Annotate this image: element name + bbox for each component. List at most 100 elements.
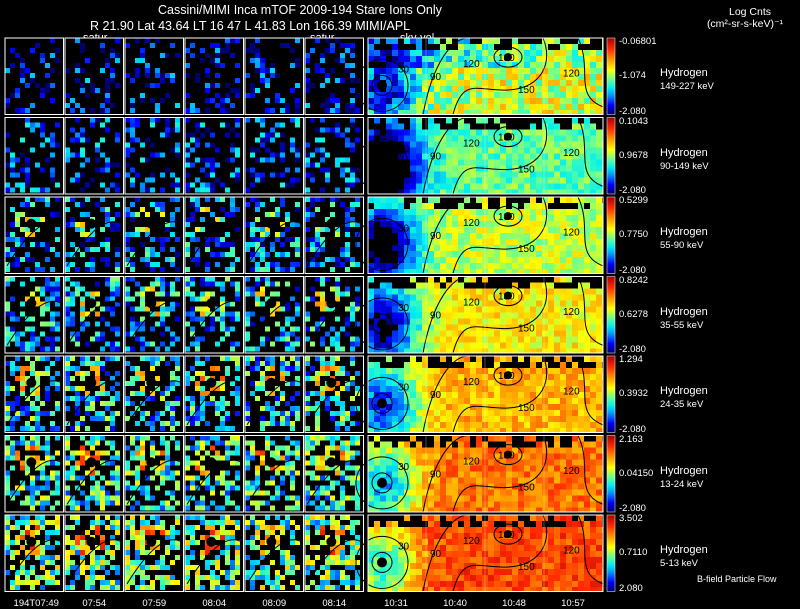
small-panel-r3-c1: [64, 276, 124, 354]
contour-label-r2-1: 90: [430, 231, 442, 242]
contour-label-r6-3: 150: [518, 562, 535, 573]
colorbar-r0: [606, 37, 616, 115]
time-tick-small-3: 08:04: [202, 598, 227, 609]
contour-label-r3-4: 180: [498, 291, 515, 302]
species-label-r6: Hydrogen 5-13 keV: [660, 544, 708, 570]
colorbar-r4: [606, 355, 616, 433]
cb-max-r2: 0.5299: [619, 195, 649, 206]
cb-max-r1: 0.1043: [619, 115, 649, 127]
contour-label-r4-4: 180: [498, 371, 515, 382]
time-tick-large-0: 10:31: [384, 598, 408, 609]
big-panel-r4: 30 90 120 150 180 120: [355, 355, 604, 433]
contour-label-r4-2: 120: [463, 377, 480, 388]
contour-label-r2-4: 180: [498, 212, 515, 223]
contour-label-r4-5: 120: [563, 386, 580, 397]
chart-title: Cassini/MIMI Inca mTOF 2009-194 Stare Io…: [158, 3, 442, 17]
contour-label-r6-5: 120: [563, 545, 580, 556]
contour-label-r3-2: 120: [463, 298, 480, 309]
energy-range: 35-55 keV: [660, 319, 704, 331]
time-tick-small-0: 194T07:49: [13, 598, 59, 609]
contour-label-r1-5: 120: [563, 148, 580, 159]
contour-label-r4-0: 30: [398, 382, 410, 393]
contour-label-r1-1: 90: [430, 152, 442, 163]
small-panel-r5-c0: [4, 435, 64, 513]
small-panel-r2-c5: [304, 196, 364, 274]
contour-label-r2-3: 150: [518, 244, 535, 255]
species-label-r1: Hydrogen 90-149 keV: [660, 147, 709, 173]
cb-mid-r2: 0.7750: [619, 229, 649, 241]
species-label-r5: Hydrogen 13-24 keV: [660, 465, 708, 491]
contour-label-r0-2: 120: [463, 59, 480, 70]
contour-label-r6-0: 30: [398, 541, 410, 552]
energy-range: 5-13 keV: [660, 558, 699, 570]
colorbar-r5: [606, 435, 616, 513]
species-name: Hydrogen: [660, 226, 708, 239]
small-panel-r1-c1: [64, 117, 124, 195]
cb-min-r4: -2.080: [619, 423, 646, 435]
contour-label-r6-2: 120: [463, 536, 480, 547]
time-tick-small-2: 07:59: [142, 598, 167, 609]
species-label-r4: Hydrogen 24-35 keV: [660, 385, 708, 411]
cb-mid-r3: 0.6278: [619, 308, 649, 320]
small-panel-r6-c5: [304, 514, 364, 592]
small-panel-r2-c0: [4, 196, 64, 274]
time-tick-large-1: 10:40: [443, 598, 467, 609]
units-label: (cm²-sr-s-keV)⁻¹: [706, 18, 784, 30]
small-panel-r5-c1: [64, 435, 124, 513]
small-panel-r0-c3: [184, 37, 244, 115]
cb-max-r6: 3.502: [619, 513, 643, 524]
big-panel-r0: 30 90 120 150 180 120: [355, 37, 604, 115]
contour-label-r1-3: 150: [518, 165, 535, 176]
cb-min-r5: -2.080: [619, 503, 646, 514]
small-panel-r1-c2: [124, 117, 184, 195]
contour-label-r1-4: 180: [498, 132, 515, 143]
small-panel-r5-c3: [184, 435, 244, 513]
small-panel-r5-c2: [124, 435, 184, 513]
small-panel-r2-c1: [64, 196, 124, 274]
cb-max-r3: 0.8242: [619, 274, 649, 286]
small-panel-r4-c5: [304, 355, 364, 433]
contour-label-r0-4: 180: [498, 53, 515, 64]
big-panel-r1: 30 90 120 150 180 120: [355, 117, 604, 195]
colorbar-r6: [606, 514, 616, 592]
time-tick-large-3: 10:57: [561, 598, 585, 609]
contour-label-r0-1: 90: [430, 72, 442, 83]
species-name: Hydrogen: [660, 544, 708, 557]
contour-label-r0-3: 150: [518, 85, 535, 96]
small-panel-r3-c4: [244, 276, 304, 354]
small-panel-r4-c1: [64, 355, 124, 433]
contour-label-r5-0: 30: [398, 462, 410, 473]
species-label-r3: Hydrogen 35-55 keV: [660, 306, 708, 332]
cb-min-r6: 2.080: [619, 582, 643, 594]
contour-label-r5-2: 120: [463, 457, 480, 468]
energy-range: 13-24 keV: [660, 478, 704, 490]
small-panel-r6-c0: [4, 514, 64, 592]
colorbar-r2: [606, 196, 616, 274]
small-panel-r1-c4: [244, 117, 304, 195]
small-panel-r0-c2: [124, 37, 184, 115]
contour-label-r3-1: 90: [430, 311, 442, 322]
small-panel-r6-c1: [64, 514, 124, 592]
time-tick-small-5: 08:14: [322, 598, 347, 609]
energy-range: 90-149 keV: [660, 160, 709, 172]
energy-range: 149-227 keV: [660, 81, 714, 93]
contour-label-r2-2: 120: [463, 218, 480, 229]
contour-label-r5-4: 180: [498, 450, 515, 461]
small-panel-r2-c3: [184, 196, 244, 274]
cb-mid-r5: 0.04150: [619, 467, 654, 479]
small-panel-r6-c3: [184, 514, 244, 592]
contour-label-r4-1: 90: [430, 390, 442, 401]
cb-min-r1: -2.080: [619, 185, 646, 196]
species-name: Hydrogen: [660, 305, 708, 318]
small-panel-r6-c4: [244, 514, 304, 592]
big-panel-r3: 30 90 120 150 180 120: [355, 276, 604, 354]
small-panel-r0-c5: [304, 37, 364, 115]
contour-label-r2-5: 120: [563, 227, 580, 238]
contour-label-r6-1: 90: [430, 549, 442, 560]
big-panel-r5: 30 90 120 150 180 120: [355, 435, 604, 513]
contour-label-r5-5: 120: [563, 466, 580, 477]
big-panel-r2: 30 90 120 150 180 120: [355, 196, 604, 274]
species-label-r0: Hydrogen 149-227 keV: [660, 67, 714, 93]
energy-range: 55-90 keV: [660, 240, 704, 252]
contour-label-r3-5: 120: [563, 307, 580, 318]
